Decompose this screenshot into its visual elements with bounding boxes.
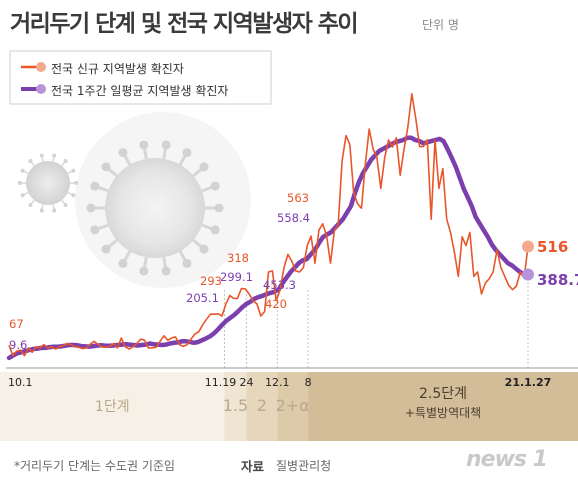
unit-label: 단위 명 bbox=[422, 18, 459, 32]
virus-spike-tip bbox=[101, 162, 111, 172]
virus-spike-tip bbox=[210, 225, 220, 235]
data-label-new: 420 bbox=[265, 297, 287, 311]
x-tick-label: 8 bbox=[305, 376, 312, 389]
end-markers bbox=[522, 240, 534, 281]
data-label-new: 563 bbox=[287, 191, 309, 205]
virus-spike-tip bbox=[214, 203, 224, 213]
virus-spike-tip bbox=[182, 258, 192, 268]
legend-label-avg: 전국 1주간 일평균 지역발생 확진자 bbox=[51, 84, 229, 98]
virus-spike-tip bbox=[17, 181, 22, 185]
virus-spike-tip bbox=[118, 258, 128, 268]
chart-svg: 1단계 1.5 2 2+α 2.5단계 +특별방역대책 67 318 293 420 563 516… bbox=[0, 50, 578, 441]
data-label-new: 67 bbox=[9, 317, 24, 331]
series-new-line bbox=[8, 93, 529, 357]
virus-spike-tip bbox=[28, 203, 33, 207]
virus-spike-tip bbox=[74, 181, 79, 185]
virus-spike-tip bbox=[161, 140, 171, 150]
virus-spike-tip bbox=[39, 208, 44, 213]
virus-spike-tip bbox=[63, 203, 68, 207]
virus-spike-tip bbox=[71, 168, 76, 173]
stage-5-band bbox=[308, 372, 578, 441]
news1-logo: news 1 bbox=[466, 447, 548, 472]
virus-spike-tip bbox=[90, 181, 100, 191]
stage-1-band bbox=[0, 372, 225, 441]
stage-label: 2 bbox=[257, 396, 267, 415]
legend bbox=[9, 50, 272, 105]
virus-body bbox=[105, 158, 205, 258]
stage-label: 1단계 bbox=[95, 399, 130, 415]
data-label-new: 293 bbox=[200, 274, 222, 288]
stage-2-band bbox=[224, 372, 247, 441]
virus-spike-tip bbox=[139, 140, 149, 150]
stage-label: 1.5 bbox=[223, 396, 248, 415]
series-avg-line bbox=[6, 135, 531, 361]
virus-spike-tip bbox=[52, 208, 57, 213]
stage-label: 2+α bbox=[276, 396, 310, 415]
virus-spike-tip bbox=[90, 225, 100, 235]
virus-spike-tip bbox=[182, 148, 192, 158]
data-label-new: 516 bbox=[537, 238, 568, 256]
virus-spike-tip bbox=[139, 266, 149, 276]
virus-illustration bbox=[17, 112, 251, 288]
virus-spike-tip bbox=[20, 193, 25, 198]
virus-large bbox=[86, 140, 224, 276]
virus-spike-tip bbox=[118, 148, 128, 158]
x-tick-label: 12.1 bbox=[265, 376, 290, 389]
stage-4-band bbox=[277, 372, 309, 441]
source-label: 자료 bbox=[241, 459, 265, 474]
virus-spike-tip bbox=[39, 153, 44, 158]
end-marker-avg bbox=[522, 268, 534, 281]
data-label-avg: 558.4 bbox=[277, 211, 310, 225]
data-label-avg: 388.7 bbox=[537, 271, 578, 289]
end-marker-new bbox=[522, 240, 534, 253]
data-label-avg: 205.1 bbox=[186, 291, 219, 305]
chart-title: 거리두기 단계 및 전국 지역발생자 추이 bbox=[10, 11, 359, 37]
virus-spike-tip bbox=[199, 244, 209, 254]
data-label-avg: 9.6 bbox=[9, 338, 27, 352]
virus-spike-tip bbox=[210, 181, 220, 191]
x-tick-label: 10.1 bbox=[8, 376, 33, 389]
stage-band: 1단계 1.5 2 2+α 2.5단계 +특별방역대책 bbox=[0, 372, 578, 441]
virus-spike-tip bbox=[101, 244, 111, 254]
x-tick-labels: 10.1 11.19 24 12.1 8 21.1.27 bbox=[8, 376, 551, 389]
data-label-avg: 299.1 bbox=[220, 270, 253, 284]
data-label-new: 318 bbox=[227, 251, 249, 265]
virus-small bbox=[17, 153, 79, 213]
virus-spike-tip bbox=[63, 159, 68, 163]
virus-spike-tip bbox=[199, 162, 209, 172]
x-tick-label: 11.19 bbox=[205, 376, 237, 389]
virus-spike-tip bbox=[52, 153, 57, 158]
x-tick-label: 21.1.27 bbox=[505, 376, 552, 389]
virus-spike-tip bbox=[161, 266, 171, 276]
virus-spike-tip bbox=[28, 159, 33, 163]
virus-spike-tip bbox=[86, 203, 96, 213]
stage-label: 2.5단계 bbox=[419, 386, 467, 402]
legend-label-new: 전국 신규 지역발생 확진자 bbox=[51, 62, 184, 76]
virus-spike-tip bbox=[71, 193, 76, 198]
stage-sublabel: +특별방역대책 bbox=[405, 405, 481, 420]
footer-note: *거리두기 단계는 수도권 기준임 bbox=[14, 459, 175, 473]
virus-body bbox=[26, 161, 70, 205]
virus-spike-tip bbox=[20, 168, 25, 173]
x-tick-label: 24 bbox=[240, 376, 254, 389]
source-text: 질병관리청 bbox=[276, 459, 332, 473]
data-label-avg: 453.3 bbox=[263, 278, 296, 292]
stage-3-band bbox=[246, 372, 278, 441]
